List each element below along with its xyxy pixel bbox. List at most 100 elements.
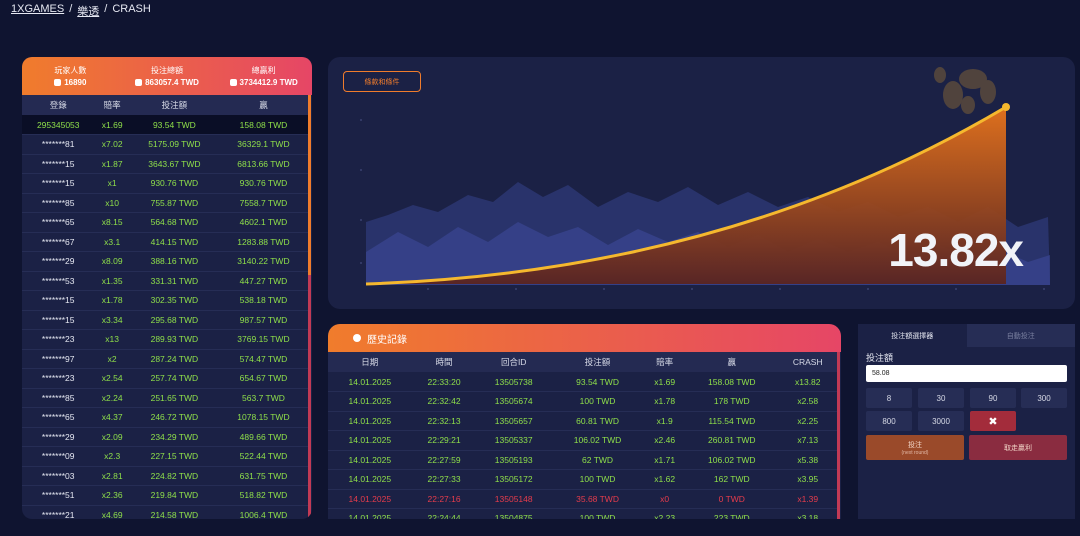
table-cell: 289.93 TWD <box>129 329 219 350</box>
chip-button[interactable]: 3000 <box>918 411 964 431</box>
table-cell: 14.01.2025 <box>328 391 412 412</box>
table-cell: 93.54 TWD <box>129 115 219 135</box>
table-cell: x3.18 <box>778 508 837 519</box>
stat-label: 總贏利 <box>251 66 276 75</box>
table-cell: x1.71 <box>644 450 686 470</box>
table-cell: 234.29 TWD <box>129 427 219 447</box>
table-cell: 257.74 TWD <box>129 368 219 389</box>
table-cell: 13505172 <box>476 469 551 490</box>
table-cell: 115.54 TWD <box>685 411 779 431</box>
table-row: *******53 x1.35 331.31 TWD 447.27 TWD <box>22 271 308 291</box>
table-cell: 1006.4 TWD <box>218 505 308 519</box>
terms-button[interactable]: 條款和條件 <box>343 71 421 92</box>
table-cell: 14.01.2025 <box>328 469 412 490</box>
breadcrumb-home[interactable]: 1XGAMES <box>11 3 65 15</box>
column-header: 贏 <box>218 95 308 115</box>
table-cell: 22:27:33 <box>411 469 477 490</box>
current-multiplier: 13.82x <box>888 224 1024 276</box>
table-cell: 60.81 TWD <box>550 411 645 431</box>
table-cell: x0 <box>644 489 686 509</box>
chip-button[interactable]: 90 <box>970 388 1016 408</box>
money-bag-icon <box>229 79 237 86</box>
table-cell: 930.76 TWD <box>129 173 219 194</box>
bet-amount-input[interactable] <box>866 365 1067 382</box>
table-cell: x1.62 <box>644 469 686 490</box>
table-cell: 22:32:13 <box>411 411 477 431</box>
history-table: 日期 時間 回合ID 投注額 賠率 贏 CRASH 14.01.2025 22:3… <box>328 352 837 519</box>
column-header: 回合ID <box>476 352 551 372</box>
multiplier-curve <box>365 105 1007 286</box>
table-cell: 223 TWD <box>685 508 779 519</box>
table-cell: 302.35 TWD <box>129 290 219 311</box>
table-cell: 295345053 <box>22 115 95 135</box>
stat-value: 16890 <box>64 78 87 87</box>
table-cell: *******29 <box>22 251 95 272</box>
table-cell: x8.15 <box>94 212 130 233</box>
stat-total-winnings: 總贏利 3734412.9 TWD <box>215 65 312 89</box>
table-cell: 158.08 TWD <box>685 372 779 392</box>
table-cell: 13504875 <box>476 508 551 519</box>
table-row: *******03 x2.81 224.82 TWD 631.75 TWD <box>22 466 308 486</box>
table-cell: x4.37 <box>94 407 130 428</box>
breadcrumb-separator: / <box>104 3 108 15</box>
table-cell: *******29 <box>22 427 95 447</box>
table-cell: 930.76 TWD <box>218 173 308 194</box>
table-cell: 62 TWD <box>550 450 645 470</box>
players-scrollbar-thumb[interactable] <box>308 95 311 275</box>
table-row: 14.01.2025 22:32:42 13505674 100 TWD x1.78 17… <box>328 391 837 412</box>
stat-value: 863057.4 TWD <box>145 78 199 87</box>
table-cell: x1.35 <box>94 271 130 291</box>
table-row: *******51 x2.36 219.84 TWD 518.82 TWD <box>22 485 308 506</box>
crash-chart: 條款和條件 13.82x <box>328 57 1075 309</box>
table-row: *******21 x4.69 214.58 TWD 1006.4 TWD <box>22 505 308 519</box>
chip-button[interactable]: 300 <box>1021 388 1067 408</box>
tab-auto-bet[interactable]: 自動投注 <box>966 324 1075 347</box>
table-cell: x2.3 <box>94 446 130 467</box>
table-cell: 3769.15 TWD <box>218 329 308 350</box>
players-table: 登錄 賠率 投注額 贏 295345053 x1.69 93.54 TWD 158.0… <box>22 95 308 519</box>
chip-button[interactable]: 8 <box>866 388 912 408</box>
table-cell: 251.65 TWD <box>129 388 219 408</box>
column-header: 時間 <box>411 352 477 372</box>
column-header: 投注額 <box>129 95 219 115</box>
table-cell: 13505674 <box>476 391 551 412</box>
table-cell: x1.69 <box>94 115 130 135</box>
table-cell: 178 TWD <box>685 391 779 412</box>
table-cell: 260.81 TWD <box>685 430 779 451</box>
table-cell: 331.31 TWD <box>129 271 219 291</box>
curve-fill <box>366 107 1006 284</box>
table-cell: 13505657 <box>476 411 551 431</box>
table-cell: 388.16 TWD <box>129 251 219 272</box>
history-scrollbar[interactable] <box>837 352 840 519</box>
table-cell: 22:27:59 <box>411 450 477 470</box>
breadcrumb-category[interactable]: 樂透 <box>77 6 100 18</box>
table-cell: x1.39 <box>778 489 837 509</box>
table-row: 14.01.2025 22:27:33 13505172 100 TWD x1.62 16… <box>328 469 837 490</box>
table-cell: x2.25 <box>778 411 837 431</box>
table-cell: *******15 <box>22 154 95 174</box>
table-row: *******09 x2.3 227.15 TWD 522.44 TWD <box>22 446 308 467</box>
chart-grid <box>360 119 1045 290</box>
table-row: *******15 x3.34 295.68 TWD 987.57 TWD <box>22 310 308 330</box>
table-cell: 3643.67 TWD <box>129 154 219 174</box>
stat-total-bets: 投注總額 863057.4 TWD <box>119 65 216 89</box>
table-cell: *******23 <box>22 329 95 350</box>
table-cell: x10 <box>94 193 130 213</box>
history-panel: 歷史記錄 日期 時間 回合ID 投注額 賠率 贏 CRASH 14.01.202… <box>328 324 841 519</box>
table-cell: *******51 <box>22 485 95 506</box>
players-scrollbar[interactable] <box>308 95 311 519</box>
clear-bet-button[interactable]: ✖ <box>970 411 1016 431</box>
table-cell: x8.09 <box>94 251 130 272</box>
column-header: 賠率 <box>644 352 686 372</box>
table-cell: x2 <box>94 349 130 369</box>
table-cell: 14.01.2025 <box>328 411 412 431</box>
chip-button[interactable]: 800 <box>866 411 912 431</box>
table-cell: 22:27:16 <box>411 489 477 509</box>
table-cell: 246.72 TWD <box>129 407 219 428</box>
tab-bet-selector[interactable]: 投注額選擇器 <box>858 324 967 347</box>
place-bet-button[interactable]: 投注 (next round) <box>866 435 964 460</box>
chip-button[interactable]: 30 <box>918 388 964 408</box>
column-header: 登錄 <box>22 95 95 115</box>
table-cell: 447.27 TWD <box>218 271 308 291</box>
cash-out-button[interactable]: 取走贏利 <box>969 435 1067 460</box>
